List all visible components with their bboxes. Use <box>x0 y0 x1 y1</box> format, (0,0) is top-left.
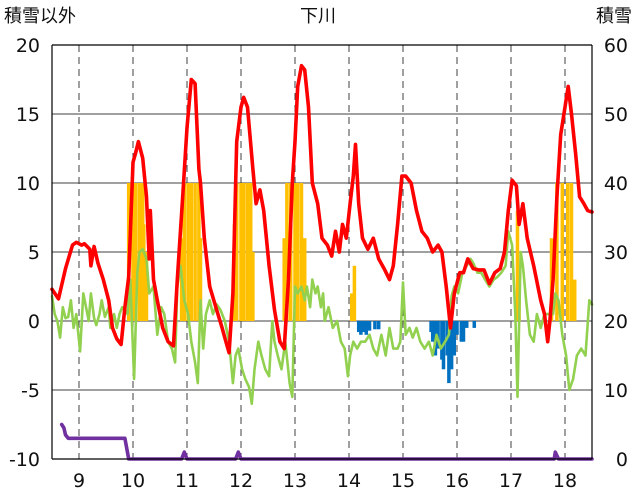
snow-depth-line <box>59 422 594 461</box>
orange-bar <box>285 183 289 321</box>
right-tick-label: 10 <box>604 380 628 402</box>
left-tick-label: -10 <box>9 449 40 471</box>
left-tick-label: 15 <box>16 104 40 126</box>
x-tick-label: 13 <box>283 470 307 492</box>
orange-bar <box>245 183 250 321</box>
left-tick-label: 5 <box>28 242 40 264</box>
orange-bar <box>299 183 304 321</box>
left-tick-label: 10 <box>16 173 40 195</box>
right-tick-label: 0 <box>616 449 628 471</box>
green-series-line <box>50 230 594 406</box>
orange-bar <box>569 183 574 321</box>
blue-bar <box>373 321 377 330</box>
orange-bar <box>282 238 286 321</box>
orange-bar <box>352 265 357 321</box>
orange-bar <box>572 279 577 321</box>
x-tick-label: 11 <box>175 470 199 492</box>
x-tick-label: 12 <box>229 470 253 492</box>
x-tick-label: 17 <box>499 470 523 492</box>
blue-bar <box>430 321 435 342</box>
orange-bar <box>142 224 146 321</box>
temperature-line <box>50 63 594 355</box>
orange-bar <box>293 183 297 321</box>
orange-bar <box>131 183 135 321</box>
x-tick-label: 15 <box>391 470 415 492</box>
orange-bar <box>241 183 246 321</box>
x-tick-label: 18 <box>553 470 577 492</box>
orange-bar <box>349 293 354 321</box>
right-axis-title: 積雪 <box>596 6 632 27</box>
x-axis-ticks: 9 10 11 12 13 14 15 16 17 18 <box>73 470 577 492</box>
x-tick-label: 9 <box>73 470 85 492</box>
blue-bar <box>367 321 372 331</box>
orange-bar <box>133 183 138 321</box>
orange-bar <box>248 183 253 321</box>
right-tick-label: 50 <box>604 104 628 126</box>
chart-title: 下川 <box>300 6 336 27</box>
orange-bar <box>560 183 565 321</box>
blue-bar <box>472 321 477 328</box>
orange-bar <box>182 183 187 321</box>
x-tick-label: 16 <box>445 470 469 492</box>
left-tick-label: 0 <box>28 311 40 333</box>
right-tick-label: 20 <box>604 311 628 333</box>
blue-bar <box>359 321 363 335</box>
left-tick-label: -5 <box>21 380 40 402</box>
orange-bar <box>295 183 300 321</box>
blue-bar <box>436 321 440 349</box>
x-tick-label: 10 <box>121 470 145 492</box>
blue-bar <box>447 321 451 384</box>
blue-bar <box>449 321 454 370</box>
orange-bar <box>565 183 570 321</box>
left-tick-label: 20 <box>16 35 40 57</box>
orange-bar <box>186 183 190 321</box>
blue-bar <box>356 321 361 333</box>
left-axis-title: 積雪以外 <box>4 6 76 27</box>
blue-bar <box>455 321 459 335</box>
blue-bar <box>376 321 381 330</box>
blue-bar <box>461 321 466 342</box>
right-tick-label: 60 <box>604 35 628 57</box>
right-tick-label: 40 <box>604 173 628 195</box>
orange-bar <box>251 252 255 321</box>
orange-bar <box>193 183 197 321</box>
right-tick-label: 30 <box>604 242 628 264</box>
orange-bar <box>198 238 203 321</box>
orange-bar <box>189 183 194 321</box>
left-axis-ticks: 20 15 10 5 0 -5 -10 <box>9 35 40 471</box>
right-axis-ticks: 60 50 40 30 20 10 0 <box>604 35 628 471</box>
orange-bar <box>555 183 559 321</box>
x-tick-label: 14 <box>337 470 361 492</box>
orange-bar <box>144 252 149 321</box>
orange-bar <box>234 183 239 321</box>
blue-bar <box>459 321 464 342</box>
blue-bar <box>452 321 457 356</box>
orange-bar <box>302 238 307 321</box>
orange-bar <box>239 183 243 321</box>
blue-bar <box>364 321 369 335</box>
blue-bar <box>464 321 469 328</box>
blue-bar <box>362 321 366 333</box>
plot-frame <box>51 44 593 460</box>
